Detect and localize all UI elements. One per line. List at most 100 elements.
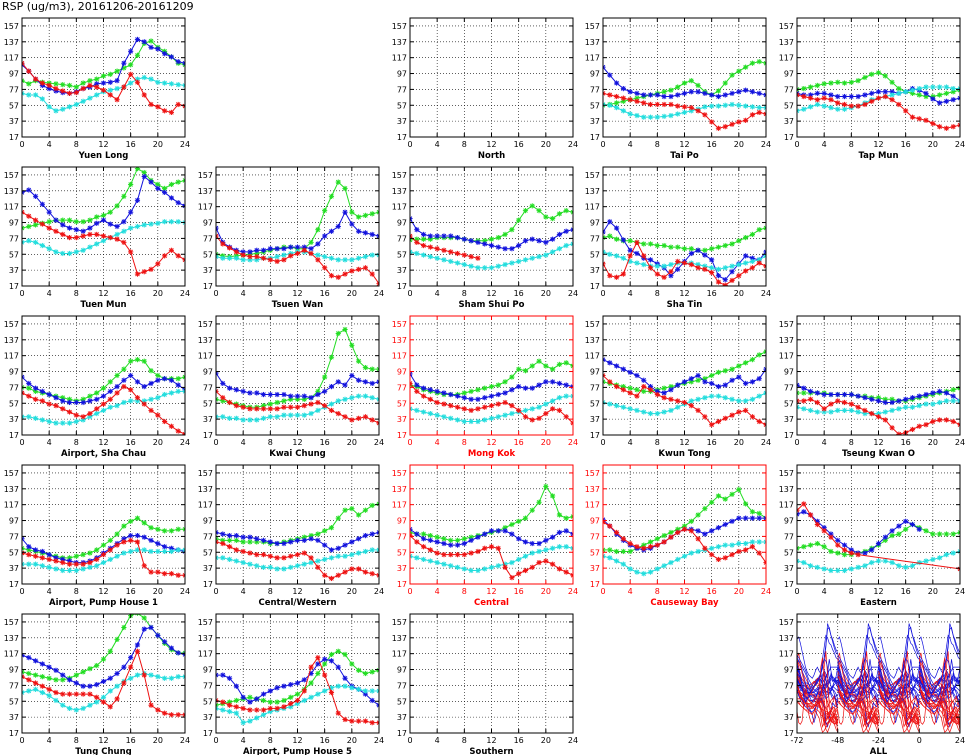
data-point xyxy=(801,509,807,515)
data-point xyxy=(814,82,820,89)
data-point xyxy=(709,552,715,558)
data-point xyxy=(26,655,32,661)
data-point xyxy=(756,376,762,382)
data-point xyxy=(903,396,909,402)
data-point xyxy=(729,542,735,548)
data-point xyxy=(362,364,369,371)
data-point xyxy=(468,418,474,425)
data-point xyxy=(26,187,32,193)
data-point xyxy=(828,567,834,574)
data-point xyxy=(349,417,355,423)
y-tick-label: 97 xyxy=(203,666,213,675)
x-tick-label: 24 xyxy=(374,736,384,745)
data-point xyxy=(821,544,827,550)
data-point xyxy=(603,101,606,108)
data-point xyxy=(821,528,827,534)
x-tick-label: 12 xyxy=(98,289,108,298)
data-point xyxy=(410,553,413,559)
data-point xyxy=(729,72,735,78)
data-point xyxy=(349,661,355,667)
data-point xyxy=(475,418,481,425)
data-point xyxy=(749,357,756,363)
data-point xyxy=(114,403,120,409)
data-point xyxy=(468,238,474,244)
data-point xyxy=(807,84,814,90)
data-point xyxy=(896,101,902,108)
data-point xyxy=(923,117,929,123)
x-tick-label: 20 xyxy=(734,438,744,447)
panel-title: Yuen Long xyxy=(78,151,129,161)
data-point xyxy=(468,407,474,414)
data-point xyxy=(60,559,66,566)
y-tick-label: 77 xyxy=(590,532,600,541)
data-point xyxy=(550,236,556,242)
data-point xyxy=(342,542,348,548)
data-point xyxy=(87,217,93,223)
data-point xyxy=(128,358,134,364)
data-point xyxy=(522,407,529,414)
data-point xyxy=(155,526,161,532)
data-point xyxy=(362,265,369,271)
data-point xyxy=(923,401,929,407)
data-point xyxy=(182,674,185,680)
data-point xyxy=(107,388,113,394)
x-tick-label: 16 xyxy=(126,289,136,298)
data-point xyxy=(801,406,807,412)
x-tick-label: 24 xyxy=(568,140,578,149)
x-tick-label: 0 xyxy=(19,736,24,745)
data-point xyxy=(427,254,433,260)
data-point xyxy=(175,253,181,259)
data-point xyxy=(162,219,168,225)
data-point xyxy=(743,398,749,404)
data-point xyxy=(441,414,447,420)
x-tick-label: 8 xyxy=(849,140,854,149)
data-point xyxy=(226,385,233,391)
data-point xyxy=(175,179,181,185)
y-tick-label: 117 xyxy=(585,203,600,212)
data-point xyxy=(141,615,147,621)
x-tick-label: 24 xyxy=(180,140,190,149)
y-tick-label: 57 xyxy=(784,548,794,557)
data-point xyxy=(342,569,348,575)
data-point xyxy=(254,715,260,721)
data-point xyxy=(107,79,113,85)
data-point xyxy=(362,569,369,575)
data-point xyxy=(957,548,960,555)
data-point xyxy=(702,379,708,385)
x-tick-label: 12 xyxy=(486,736,496,745)
y-tick-label: 137 xyxy=(392,38,407,47)
data-point xyxy=(128,209,134,215)
data-point xyxy=(26,92,32,98)
plot-frame xyxy=(215,613,380,734)
data-point xyxy=(148,76,154,82)
data-point xyxy=(39,417,45,423)
data-point xyxy=(681,80,688,86)
data-point xyxy=(322,208,328,214)
data-point xyxy=(821,103,827,109)
data-point xyxy=(909,395,916,401)
x-tick-label: 16 xyxy=(320,289,330,298)
data-point xyxy=(26,414,32,420)
series-line xyxy=(918,623,960,679)
data-point xyxy=(410,406,413,412)
series-line xyxy=(878,678,920,695)
data-point xyxy=(550,406,556,412)
data-point xyxy=(536,358,542,364)
data-point xyxy=(315,399,321,406)
data-point xyxy=(94,563,100,569)
data-point xyxy=(175,376,181,382)
data-point xyxy=(848,79,854,85)
data-point xyxy=(556,380,563,387)
data-point xyxy=(420,242,427,249)
data-point xyxy=(841,93,848,100)
data-point xyxy=(175,650,181,656)
series-line xyxy=(797,660,828,703)
data-point xyxy=(155,104,161,110)
data-point xyxy=(267,414,273,420)
data-point xyxy=(328,658,335,664)
data-point xyxy=(756,515,762,521)
data-point xyxy=(362,393,369,399)
y-tick-label: 117 xyxy=(585,501,600,510)
